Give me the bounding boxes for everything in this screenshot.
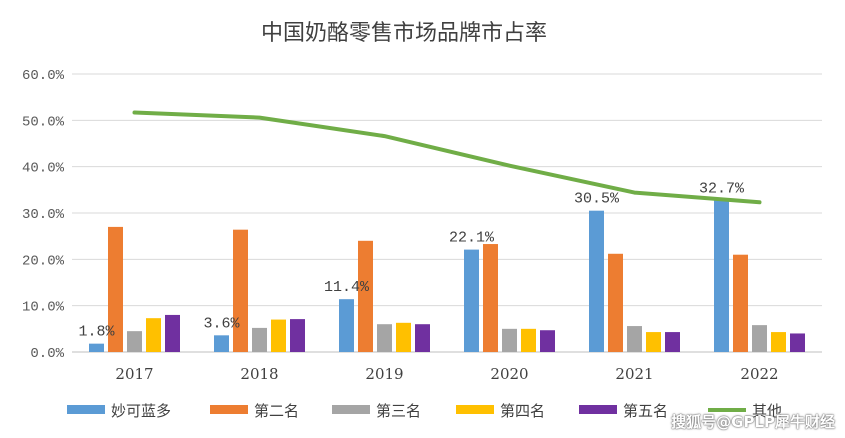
- bar: [358, 240, 373, 352]
- bar: [214, 335, 229, 352]
- legend-label: 其他: [752, 402, 782, 420]
- data-label: 32.7%: [699, 180, 745, 197]
- bar: [415, 324, 430, 352]
- watermark: 搜狐号@GPLP犀牛财经: [671, 413, 835, 431]
- gridlines: [72, 73, 822, 353]
- x-tick-label: 2018: [240, 365, 278, 383]
- bar: [540, 330, 555, 352]
- legend-label: 第三名: [376, 402, 421, 420]
- bar: [521, 328, 536, 352]
- legend-label: 第五名: [623, 402, 668, 420]
- data-label: 1.8%: [78, 324, 115, 341]
- bar: [290, 319, 305, 352]
- y-tick-label: 0.0%: [30, 346, 64, 362]
- data-label: 11.4%: [324, 279, 370, 296]
- bar: [752, 325, 767, 352]
- y-tick-label: 30.0%: [22, 207, 65, 223]
- bar: [271, 319, 286, 352]
- bar: [464, 249, 479, 352]
- bar: [646, 332, 661, 352]
- x-tick-label: 2020: [490, 365, 528, 383]
- bar: [396, 322, 411, 352]
- bar: [127, 331, 142, 352]
- bar: [608, 253, 623, 352]
- bar: [339, 299, 354, 352]
- bar: [627, 326, 642, 352]
- y-tick-label: 50.0%: [22, 114, 65, 130]
- data-label: 30.5%: [574, 191, 620, 208]
- bar: [771, 332, 786, 352]
- bars: [89, 200, 805, 352]
- y-tick-label: 40.0%: [22, 161, 65, 177]
- bar: [502, 328, 517, 352]
- bar: [790, 333, 805, 352]
- data-labels: 1.8% 3.6% 11.4% 22.1% 30.5% 32.7%: [78, 180, 745, 340]
- y-tick-label: 60.0%: [22, 68, 65, 84]
- bar: [252, 327, 267, 352]
- bar: [233, 229, 248, 352]
- y-axis: 0.0% 10.0% 20.0% 30.0% 40.0% 50.0% 60.0%: [22, 68, 65, 362]
- y-tick-label: 20.0%: [22, 253, 65, 269]
- legend-label: 妙可蓝多: [111, 402, 171, 420]
- series-line: [132, 110, 762, 205]
- bar: [146, 318, 161, 352]
- chart-title: 中国奶酪零售市场品牌市占率: [261, 21, 547, 46]
- legend-swatch: [456, 405, 494, 414]
- line-series: [132, 110, 762, 205]
- y-tick-label: 10.0%: [22, 300, 65, 316]
- data-label: 22.1%: [449, 230, 495, 247]
- legend-label: 第四名: [500, 402, 545, 420]
- legend-swatch: [67, 405, 105, 414]
- bar: [377, 324, 392, 352]
- x-tick-label: 2022: [740, 365, 778, 383]
- bar: [733, 254, 748, 352]
- x-tick-label: 2019: [365, 365, 403, 383]
- bar: [89, 343, 104, 352]
- legend-swatch: [579, 405, 617, 414]
- legend: 妙可蓝多 第二名 第三名 第四名 第五名 其他: [67, 402, 782, 420]
- bar: [589, 210, 604, 352]
- x-axis: 2017 2018 2019 2020 2021 2022: [115, 365, 778, 383]
- legend-label: 第二名: [254, 402, 299, 420]
- bar: [483, 244, 498, 352]
- bar: [665, 332, 680, 352]
- legend-swatch: [332, 405, 370, 414]
- bar: [108, 226, 123, 352]
- data-label: 3.6%: [203, 315, 240, 332]
- bar: [714, 200, 729, 352]
- x-tick-label: 2021: [615, 365, 653, 383]
- x-tick-label: 2017: [115, 365, 153, 383]
- legend-swatch: [210, 405, 248, 414]
- bar: [165, 314, 180, 352]
